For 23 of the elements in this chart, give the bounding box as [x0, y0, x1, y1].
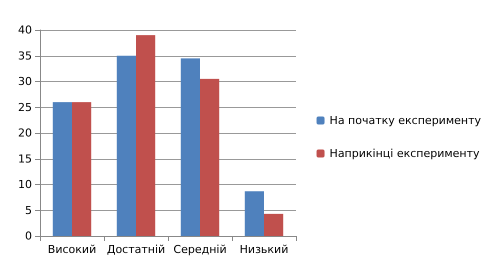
x-tick-label: Достатній: [106, 243, 166, 256]
bar: [72, 102, 92, 236]
bar: [264, 214, 284, 236]
bar: [116, 56, 136, 236]
y-tick-label: 35: [18, 49, 32, 62]
x-tick-label: Високий: [48, 243, 96, 256]
bar: [200, 78, 220, 236]
y-tick-label: 15: [18, 152, 32, 166]
y-tick-label: 0: [25, 230, 32, 242]
y-tick-label: 20: [18, 126, 32, 140]
bar: [180, 58, 200, 236]
y-tick-label: 30: [18, 75, 32, 88]
bar: [244, 191, 264, 236]
y-tick-label: 40: [18, 24, 32, 36]
legend-label: На початку експерименту: [330, 114, 482, 127]
bar: [136, 35, 156, 236]
legend-label: Наприкінці експерименту: [330, 147, 480, 160]
y-tick-label: 5: [25, 204, 32, 217]
x-tick-label: Середній: [173, 243, 227, 256]
bar: [52, 102, 72, 236]
y-tick-label: 10: [18, 178, 32, 191]
y-tick-label: 25: [18, 100, 32, 114]
x-tick-label: Низький: [240, 243, 288, 256]
